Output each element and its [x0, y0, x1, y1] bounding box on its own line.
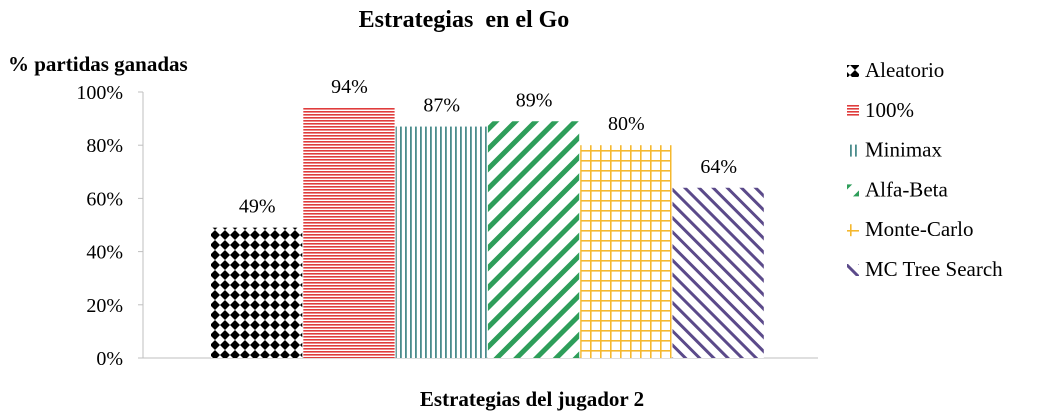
- legend-label: Monte-Carlo: [865, 217, 973, 241]
- legend-swatch: [847, 184, 859, 197]
- y-tick-label: 100%: [76, 82, 123, 104]
- y-axis-label: % partidas ganadas: [8, 52, 188, 76]
- legend-swatch: [847, 264, 859, 276]
- bars: [211, 107, 764, 359]
- bar-alfa-beta: [487, 121, 580, 358]
- legend-swatch: [847, 104, 859, 117]
- legend-swatch: [847, 144, 859, 157]
- legend-label: MC Tree Search: [865, 257, 1003, 281]
- y-tick-label: 20%: [86, 295, 123, 317]
- legend-label: Minimax: [865, 138, 942, 162]
- legend-swatch: [847, 65, 859, 77]
- x-axis-label: Estrategias del jugador 2: [420, 387, 644, 411]
- chart-title: Estrategias en el Go: [359, 7, 570, 33]
- y-tick-label: 60%: [86, 188, 123, 210]
- bar-100-: [303, 107, 395, 359]
- legend-label: Aleatorio: [865, 58, 944, 82]
- data-label: 87%: [423, 95, 460, 117]
- bar-monte-carlo: [580, 145, 672, 358]
- y-axis: 0% 20% 40% 60% 80% 100%: [76, 82, 143, 370]
- legend: Aleatorio 100% Minimax Alfa-Beta Monte-Carlo…: [847, 58, 1003, 281]
- legend-swatch: [847, 224, 859, 237]
- data-label: 94%: [331, 76, 368, 98]
- legend-label: Alfa-Beta: [865, 177, 948, 201]
- data-label: 89%: [516, 89, 553, 111]
- bar-aleatorio: [211, 227, 303, 358]
- data-label: 49%: [239, 196, 276, 218]
- y-tick-label: 0%: [96, 348, 123, 370]
- data-label: 80%: [608, 113, 645, 135]
- y-tick-label: 80%: [86, 135, 123, 157]
- bar-minimax: [395, 126, 487, 358]
- data-label: 64%: [700, 156, 737, 178]
- y-tick-label: 40%: [86, 242, 123, 264]
- legend-label: 100%: [865, 98, 914, 122]
- bar-mc-tree-search: [672, 187, 764, 358]
- data-labels: 49% 94% 87% 89% 80% 64%: [239, 76, 737, 218]
